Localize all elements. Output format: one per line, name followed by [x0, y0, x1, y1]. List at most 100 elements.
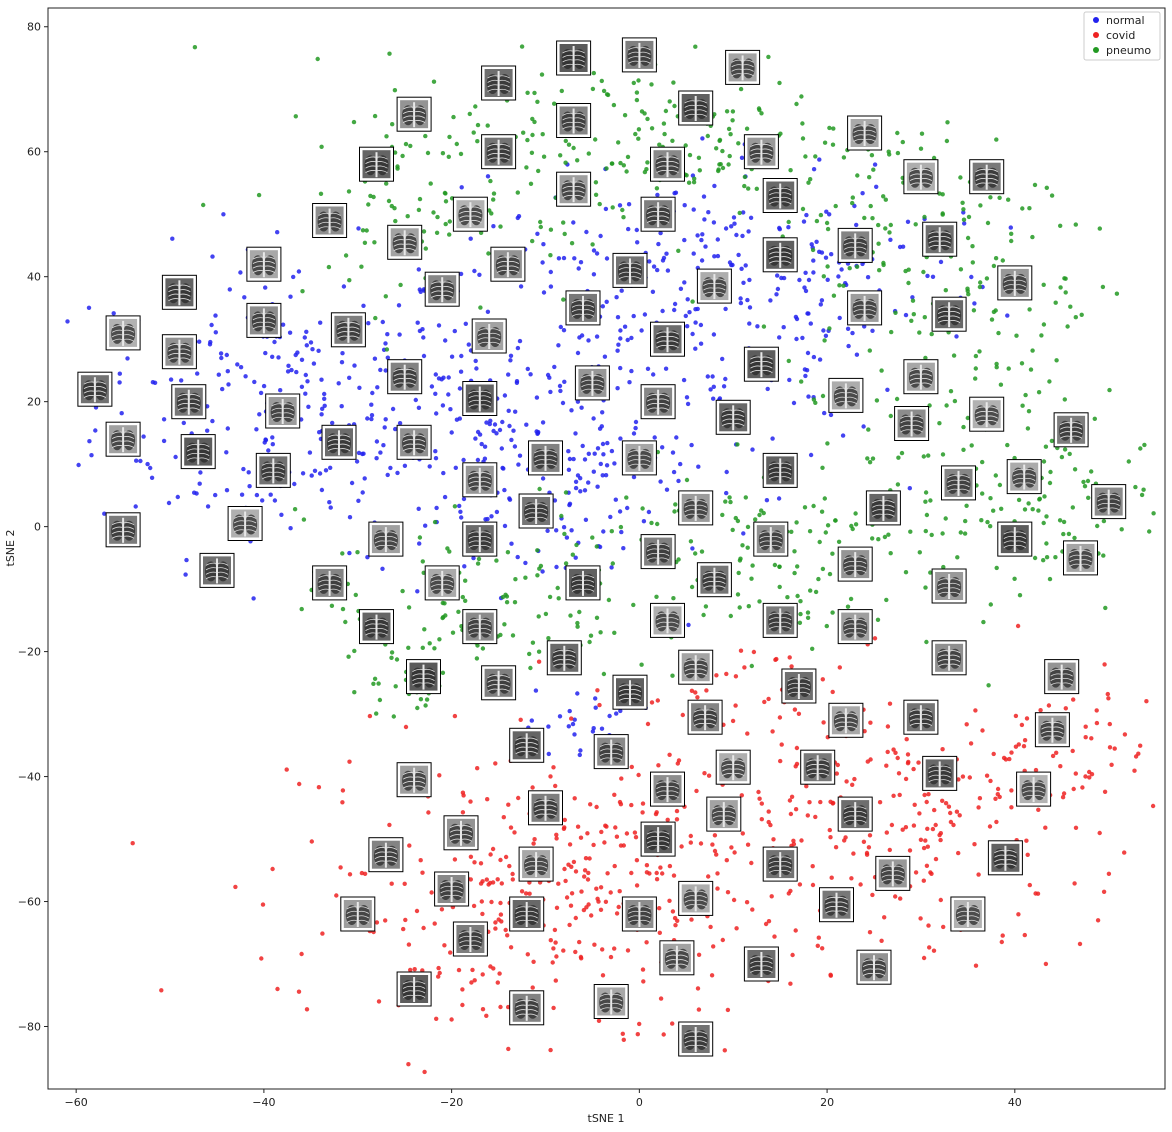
- point-normal: [854, 352, 860, 357]
- point-pneumo: [1057, 518, 1063, 523]
- point-pneumo: [862, 215, 867, 221]
- point-normal: [711, 220, 717, 225]
- point-pneumo: [750, 563, 755, 568]
- point-normal: [660, 445, 665, 450]
- point-pneumo: [667, 99, 672, 104]
- point-pneumo: [661, 121, 667, 126]
- point-normal: [828, 412, 834, 418]
- point-pneumo: [434, 230, 440, 235]
- point-normal: [660, 308, 665, 314]
- y-tick-label: 80: [27, 21, 41, 34]
- point-pneumo: [521, 130, 526, 135]
- point-covid: [472, 978, 477, 983]
- point-normal: [591, 416, 596, 421]
- point-covid: [569, 716, 574, 721]
- point-pneumo: [874, 398, 880, 403]
- point-covid: [867, 930, 873, 935]
- point-normal: [434, 411, 439, 416]
- point-normal: [888, 237, 893, 242]
- point-pneumo: [786, 219, 791, 225]
- point-pneumo: [757, 512, 762, 518]
- point-pneumo: [597, 201, 602, 207]
- point-pneumo: [978, 203, 983, 208]
- point-pneumo: [940, 452, 946, 457]
- point-covid: [788, 811, 794, 817]
- point-pneumo: [473, 104, 478, 109]
- point-pneumo: [994, 137, 999, 142]
- point-normal: [500, 419, 505, 425]
- point-pneumo: [822, 338, 827, 343]
- point-normal: [954, 334, 959, 339]
- point-pneumo: [467, 111, 472, 117]
- point-covid: [912, 802, 917, 807]
- point-covid: [159, 988, 164, 993]
- xray-thumbnail: [678, 490, 714, 526]
- point-covid: [1106, 696, 1111, 701]
- point-normal: [681, 377, 687, 383]
- point-covid: [872, 636, 878, 641]
- point-normal: [646, 509, 652, 515]
- point-covid: [932, 807, 937, 813]
- point-pneumo: [1058, 223, 1063, 228]
- point-covid: [554, 832, 559, 837]
- point-normal: [591, 248, 597, 253]
- point-covid: [867, 833, 873, 838]
- point-pneumo: [684, 173, 689, 178]
- point-normal: [593, 696, 598, 701]
- point-covid: [926, 923, 931, 928]
- point-covid: [820, 946, 825, 951]
- point-covid: [951, 822, 956, 828]
- point-covid: [658, 865, 663, 870]
- point-covid: [1144, 699, 1149, 704]
- point-pneumo: [806, 180, 811, 185]
- point-covid: [503, 854, 509, 860]
- point-normal: [252, 379, 257, 385]
- point-normal: [573, 431, 578, 436]
- point-pneumo: [561, 297, 566, 302]
- point-pneumo: [728, 132, 733, 137]
- point-covid: [530, 785, 535, 790]
- point-covid: [498, 857, 503, 863]
- xray-thumbnail: [1063, 540, 1098, 576]
- point-normal: [738, 300, 744, 306]
- point-pneumo: [593, 137, 598, 142]
- point-covid: [512, 830, 517, 835]
- point-pneumo: [853, 522, 859, 527]
- point-covid: [582, 868, 588, 873]
- point-pneumo: [699, 549, 705, 554]
- point-pneumo: [510, 633, 516, 638]
- point-pneumo: [718, 162, 723, 167]
- point-covid: [733, 703, 738, 708]
- point-pneumo: [893, 310, 898, 315]
- point-covid: [885, 724, 891, 729]
- point-pneumo: [923, 528, 928, 534]
- point-normal: [711, 384, 716, 389]
- point-normal: [524, 422, 529, 427]
- point-normal: [441, 470, 446, 476]
- point-normal: [629, 368, 634, 374]
- point-pneumo: [683, 143, 688, 148]
- point-covid: [497, 971, 502, 976]
- point-covid: [913, 870, 919, 875]
- point-pneumo: [504, 594, 510, 599]
- point-normal: [372, 356, 378, 361]
- point-covid: [924, 799, 929, 805]
- point-normal: [330, 420, 335, 426]
- point-covid: [706, 874, 711, 879]
- point-pneumo: [1082, 484, 1088, 489]
- point-covid: [478, 861, 484, 866]
- point-normal: [804, 212, 809, 218]
- point-covid: [904, 737, 909, 742]
- xray-thumbnail: [574, 365, 610, 401]
- point-pneumo: [463, 598, 468, 603]
- point-pneumo: [928, 498, 933, 503]
- point-normal: [787, 377, 792, 383]
- point-covid: [897, 792, 902, 798]
- point-covid: [1038, 708, 1043, 713]
- point-normal: [597, 544, 603, 550]
- point-covid: [654, 877, 660, 882]
- point-normal: [600, 473, 605, 478]
- point-covid: [506, 802, 511, 807]
- point-covid: [858, 882, 863, 887]
